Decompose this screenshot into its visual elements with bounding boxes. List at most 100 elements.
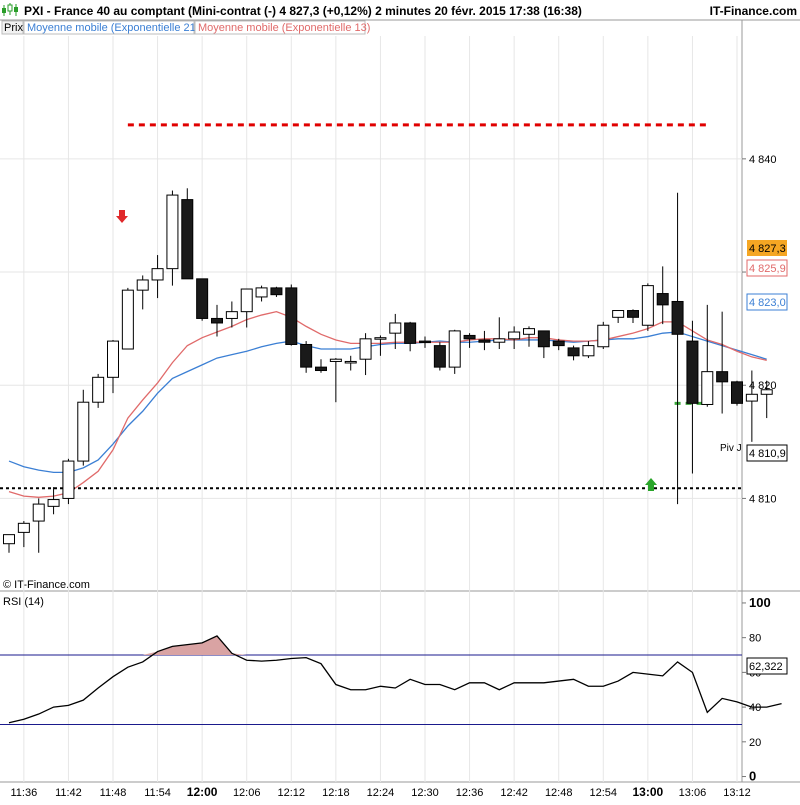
rsi-value-tag: 62,322	[746, 657, 788, 675]
rsi-line	[8, 635, 782, 724]
pivot-label: Piv J	[720, 443, 742, 454]
svg-text:4 823,0: 4 823,0	[749, 297, 786, 309]
legend-ma13-box[interactable]	[194, 20, 366, 35]
candle-up	[240, 288, 253, 313]
candle-up	[329, 358, 342, 362]
candle-down	[433, 345, 446, 368]
candle-up	[508, 331, 521, 340]
candle-up	[77, 401, 90, 462]
pivot-tag: 4 810,9	[746, 444, 788, 462]
rsi-tick-label: 80	[749, 633, 761, 645]
candle-down	[731, 381, 743, 404]
candle-up	[701, 371, 714, 405]
candle-up	[151, 268, 164, 281]
candle-up	[32, 503, 45, 522]
candle-up	[597, 324, 610, 348]
candle-up	[92, 376, 105, 403]
time-tick-label: 13:00	[633, 785, 664, 799]
candle-down	[478, 339, 491, 343]
moving-averages	[8, 310, 767, 498]
candle-down	[315, 366, 327, 372]
candle-up	[3, 534, 15, 545]
candle-down	[300, 343, 313, 368]
time-tick-label: 11:48	[100, 787, 127, 799]
price-tick-label: 4 810	[749, 493, 777, 505]
time-tick-label: 12:00	[187, 785, 218, 799]
candle-up	[47, 499, 60, 507]
candle-up	[641, 285, 654, 326]
legend-price-box[interactable]	[1, 20, 24, 35]
legend-ma21-box[interactable]	[23, 20, 195, 35]
price-tick-label: 4 840	[749, 154, 777, 166]
time-tick-label: 12:12	[278, 787, 306, 799]
rsi-gridlines	[0, 602, 746, 778]
candle-up	[612, 310, 625, 318]
candle-up	[582, 345, 595, 357]
level-lines	[0, 123, 742, 490]
candle-up	[493, 338, 506, 343]
candle-down	[686, 340, 699, 404]
candle-down	[196, 278, 209, 319]
time-tick-label: 12:30	[411, 787, 439, 799]
svg-text:62,322: 62,322	[749, 661, 783, 673]
candle-down	[552, 340, 565, 347]
time-tick-label: 11:36	[10, 787, 37, 799]
time-tick-label: 11:42	[55, 787, 82, 799]
candle-up	[389, 322, 402, 334]
candle-up	[255, 287, 268, 298]
candle-down	[181, 199, 194, 280]
candle-down	[671, 300, 684, 335]
ma21-line	[8, 331, 767, 474]
candle-up	[344, 360, 357, 364]
price-gridlines	[0, 36, 746, 782]
rsi-series	[8, 635, 782, 724]
candle-up	[62, 460, 75, 499]
candle-down	[567, 347, 580, 357]
ma13-tag: 4 825,9	[746, 259, 788, 277]
price-tick-label: 4 820	[749, 380, 777, 392]
candle-up	[359, 338, 372, 360]
candle-down	[285, 287, 298, 345]
candle-up	[374, 337, 387, 340]
candle-up	[121, 289, 134, 350]
time-tick-label: 12:48	[545, 787, 573, 799]
down-arrow-icon	[116, 210, 128, 223]
candle-up	[523, 328, 535, 335]
brand-label: IT-Finance.com	[710, 4, 797, 18]
candles	[3, 188, 773, 553]
candle-up	[17, 522, 30, 533]
candle-up	[225, 311, 238, 319]
up-arrow-icon	[645, 478, 657, 491]
time-tick-label: 12:06	[233, 787, 261, 799]
candle-down	[537, 330, 550, 348]
candle-up	[448, 330, 461, 368]
candle-down	[270, 287, 283, 296]
candle-down	[716, 371, 729, 383]
legend-ma21: Moyenne mobile (Exponentielle 21)	[27, 22, 199, 34]
candle-down	[463, 334, 476, 340]
ma13-line	[8, 310, 767, 498]
candle-down	[404, 322, 417, 344]
rsi-tick-label: 20	[749, 737, 761, 749]
svg-text:4 825,9: 4 825,9	[749, 263, 786, 275]
header-bar	[0, 0, 800, 20]
candle-up	[745, 393, 758, 402]
chart-title: PXI - France 40 au comptant (Mini-contra…	[24, 4, 582, 18]
legend-ma13: Moyenne mobile (Exponentielle 13)	[198, 22, 370, 34]
candlestick-icon	[2, 3, 18, 16]
candle-up	[760, 389, 773, 395]
svg-text:4 827,3: 4 827,3	[749, 243, 786, 255]
time-tick-label: 13:12	[723, 787, 751, 799]
time-tick-label: 12:18	[322, 787, 350, 799]
candle-down	[419, 340, 431, 344]
svg-text:4 810,9: 4 810,9	[749, 448, 786, 460]
time-tick-label: 12:36	[456, 787, 484, 799]
time-tick-label: 12:24	[367, 787, 395, 799]
copyright-label: © IT-Finance.com	[3, 579, 90, 591]
candle-up	[107, 340, 119, 378]
last-price-tag: 4 827,3	[747, 240, 787, 256]
candle-down	[211, 317, 223, 324]
